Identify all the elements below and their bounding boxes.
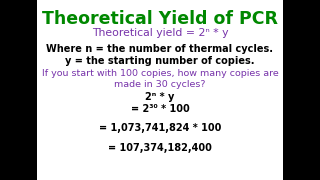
- Text: made in 30 cycles?: made in 30 cycles?: [114, 80, 206, 89]
- FancyBboxPatch shape: [37, 0, 283, 180]
- Text: Theoretical yield = 2ⁿ * y: Theoretical yield = 2ⁿ * y: [92, 28, 228, 38]
- Text: y = the starting number of copies.: y = the starting number of copies.: [65, 56, 255, 66]
- Text: = 1,073,741,824 * 100: = 1,073,741,824 * 100: [99, 123, 221, 133]
- Text: If you start with 100 copies, how many copies are: If you start with 100 copies, how many c…: [42, 69, 278, 78]
- Text: = 2³⁰ * 100: = 2³⁰ * 100: [131, 104, 189, 114]
- Text: Theoretical Yield of PCR: Theoretical Yield of PCR: [42, 10, 278, 28]
- Text: Where n = the number of thermal cycles.: Where n = the number of thermal cycles.: [46, 44, 274, 54]
- Text: 2ⁿ * y: 2ⁿ * y: [145, 92, 175, 102]
- Text: = 107,374,182,400: = 107,374,182,400: [108, 143, 212, 153]
